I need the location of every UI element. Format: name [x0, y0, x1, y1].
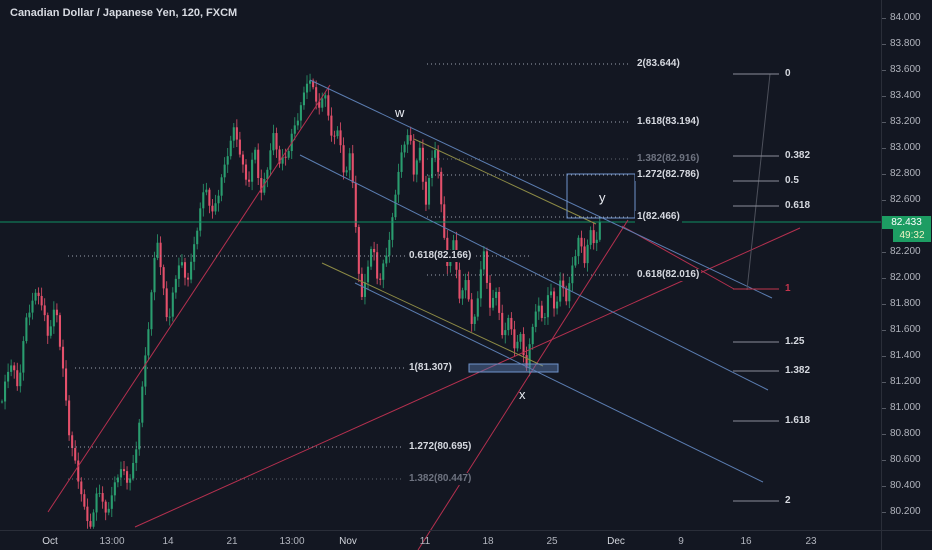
price-axis-tick — [882, 70, 886, 72]
price-axis-label-81.200: 81.200 — [890, 376, 921, 388]
price-axis-label-83.200: 83.200 — [890, 116, 921, 128]
price-axis-label-83.800: 83.800 — [890, 38, 921, 50]
symbol-title[interactable]: Canadian Dollar / Japanese Yen, 120, FXC… — [10, 7, 238, 19]
price-axis-tick — [882, 96, 886, 98]
fib-right-label-2: 0.5 — [783, 175, 801, 187]
time-axis-label-23-12: 23 — [805, 536, 817, 547]
trendline-olive-lower[interactable] — [321, 262, 544, 367]
price-axis-label-84.000: 84.000 — [890, 12, 921, 24]
price-axis-label-82.200: 82.200 — [890, 246, 921, 258]
fib-right-label-7: 1.618 — [783, 415, 813, 427]
trendline-channel-lower[interactable] — [354, 282, 764, 483]
fib-mid-label-3: 1.272(82.786) — [635, 169, 702, 181]
price-axis-label-81.400: 81.400 — [890, 350, 921, 362]
time-axis-label-21-3: 21 — [226, 536, 238, 547]
price-axis-label-81.000: 81.000 — [890, 402, 921, 413]
price-axis-label-82.000: 82.000 — [890, 272, 921, 284]
fib-mid-label-2: 1.382(82.916) — [635, 153, 702, 165]
time-axis-label-11-6: 11 — [419, 536, 431, 547]
wave-letter-w[interactable]: w — [395, 105, 405, 120]
x-support-bar[interactable] — [468, 363, 559, 373]
price-axis-label-81.800: 81.800 — [890, 298, 921, 310]
price-axis-label-83.000: 83.000 — [890, 142, 921, 154]
fib-right-label-8: 2 — [783, 495, 793, 507]
wave-letter-x[interactable]: x — [519, 387, 526, 402]
price-axis-tick — [882, 382, 886, 384]
price-axis-label-83.400: 83.400 — [890, 90, 921, 102]
price-axis-border — [881, 0, 882, 550]
trendline-channel-upper[interactable] — [309, 79, 773, 299]
fib-left-label-1: 1(81.307) — [407, 362, 454, 374]
trendline-olive-upper[interactable] — [413, 138, 597, 225]
fib-mid-label-5: 0.618(82.016) — [635, 269, 702, 281]
time-axis-label-25-8: 25 — [546, 536, 558, 547]
price-axis-tick — [882, 174, 886, 176]
trendline-steep-support-mid[interactable] — [417, 219, 629, 550]
price-axis-tick — [882, 408, 886, 409]
bar-countdown-value: 49:32 — [899, 230, 925, 241]
last-price-value: 82.433 — [891, 217, 922, 228]
price-axis-label-81.600: 81.600 — [890, 324, 921, 336]
fib-right-label-6: 1.382 — [783, 365, 813, 377]
fib-right-label-4: 1 — [783, 283, 793, 295]
fib-right-label-0: 0 — [783, 68, 793, 80]
fib-right-label-5: 1.25 — [783, 336, 807, 348]
price-axis-tick — [882, 18, 886, 20]
price-axis-label-80.200: 80.200 — [890, 505, 921, 517]
price-axis-tick — [882, 252, 886, 254]
fib-right-label-3: 0.618 — [783, 200, 813, 212]
price-axis-tick — [882, 44, 886, 46]
time-axis-label-Nov-5: Nov — [339, 536, 357, 547]
price-axis-label-80.800: 80.800 — [890, 427, 921, 439]
price-axis-tick — [882, 278, 886, 280]
price-axis-label-82.800: 82.800 — [890, 168, 921, 180]
bar-countdown-badge: 49:32 — [893, 229, 931, 242]
time-axis-label-13:00-4: 13:00 — [279, 536, 305, 547]
time-axis-label-Oct-0: Oct — [42, 536, 58, 547]
fib-left-label-3: 1.382(80.447) — [407, 473, 474, 485]
price-axis-tick — [882, 304, 886, 306]
trendline-steep-support-left[interactable] — [47, 84, 331, 513]
last-price-badge: 82.433 — [882, 216, 931, 229]
price-axis-tick — [882, 148, 886, 150]
price-axis-label-80.600: 80.600 — [890, 453, 921, 465]
time-axis-label-Dec-9: Dec — [607, 536, 625, 547]
price-axis-label-82.600: 82.600 — [890, 194, 921, 206]
trendline-fib-connector[interactable] — [746, 73, 771, 291]
fib-mid-label-4: 1(82.466) — [635, 211, 682, 223]
price-axis-tick — [882, 485, 886, 487]
price-axis-tick — [882, 433, 886, 435]
time-axis-label-16-11: 16 — [740, 536, 752, 547]
price-axis-tick — [882, 356, 886, 358]
y-target-box[interactable] — [566, 173, 636, 219]
fib-left-label-0: 0.618(82.166) — [407, 250, 474, 262]
candlestick-series — [0, 73, 601, 529]
time-axis-label-18-7: 18 — [482, 536, 494, 547]
fib-mid-label-1: 1.618(83.194) — [635, 116, 702, 128]
price-axis-label-83.600: 83.600 — [890, 64, 921, 76]
fib-mid-label-0: 2(83.644) — [635, 58, 682, 70]
price-axis-tick — [882, 122, 886, 124]
trendline-channel-middle[interactable] — [299, 154, 769, 391]
time-axis-border — [0, 530, 932, 531]
time-axis-label-9-10: 9 — [678, 536, 684, 547]
fib-left-label-2: 1.272(80.695) — [407, 441, 474, 453]
time-axis-label-13:00-1: 13:00 — [99, 536, 125, 547]
price-axis-tick — [882, 511, 886, 513]
fib-right-label-1: 0.382 — [783, 150, 813, 162]
price-axis-tick — [882, 459, 886, 461]
price-axis-label-80.400: 80.400 — [890, 479, 921, 491]
price-axis-tick — [882, 330, 886, 332]
time-axis-label-14-2: 14 — [162, 536, 174, 547]
price-axis-tick — [882, 200, 886, 202]
wave-letter-y[interactable]: y — [599, 190, 606, 205]
